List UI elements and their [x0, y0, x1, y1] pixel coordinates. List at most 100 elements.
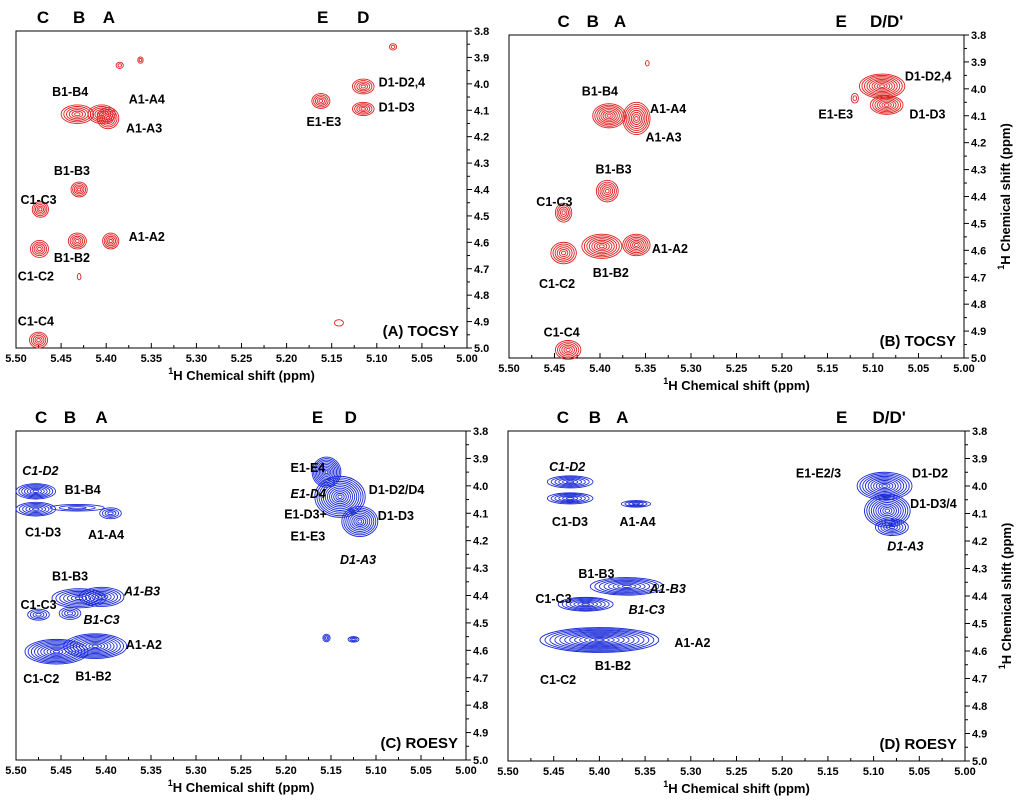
x-tick-label: 5.20: [771, 363, 792, 375]
contour-level: [88, 643, 102, 650]
peak-contour: [874, 518, 909, 536]
contour-level: [354, 80, 373, 93]
contour-level: [77, 187, 82, 192]
peak-label: B1-B2: [75, 669, 111, 683]
contour-level: [67, 506, 87, 510]
y-tick-label: 4.3: [972, 564, 987, 576]
contour-level: [579, 635, 620, 645]
y-tick-label: 4.8: [473, 700, 488, 712]
contour-level: [87, 104, 116, 124]
peak-label: A1-A4: [88, 528, 124, 542]
x-tick-label: 5.35: [140, 765, 161, 777]
y-tick-label: 4.4: [971, 192, 987, 204]
y-tick-label: 4.3: [474, 158, 489, 170]
y-tick-label: 4.4: [474, 185, 490, 197]
x-tick-label: 5.25: [726, 363, 747, 375]
peak-label: B1-B4: [65, 483, 101, 497]
contour-level: [318, 99, 324, 103]
contour-level: [622, 101, 651, 136]
contour-level: [347, 510, 373, 532]
x-tick-label: 5.50: [5, 353, 26, 365]
contour-level: [33, 202, 48, 217]
contour-level: [67, 232, 87, 250]
contour-level: [628, 238, 645, 252]
contour-level: [879, 100, 895, 110]
peak-label: B1-B3: [52, 569, 88, 583]
contour-level: [82, 640, 109, 652]
contour-level: [620, 500, 652, 508]
contour-level: [858, 73, 906, 99]
y-tick-label: 4.7: [971, 272, 986, 284]
contour-level: [883, 522, 901, 532]
peak-contour: [347, 636, 360, 643]
contour-level: [99, 507, 122, 520]
contour-level: [632, 241, 641, 249]
contour-level: [874, 97, 899, 113]
peak-label: C1-D3: [25, 525, 61, 539]
y-tick-label: 5.0: [473, 755, 488, 767]
contour-level: [632, 113, 641, 123]
x-tick-label: 5.05: [908, 363, 929, 375]
peak-contour: [539, 627, 660, 653]
peak-contour: [102, 232, 120, 250]
contour-level: [554, 477, 586, 487]
y-tick-label: 4.4: [972, 591, 988, 603]
contour-level: [349, 637, 358, 642]
peak-contour: [67, 232, 87, 250]
peak-label: D1-D3/4: [910, 497, 957, 511]
peak-contour: [311, 93, 331, 109]
y-tick-label: 3.9: [473, 453, 488, 465]
contour-level: [878, 482, 891, 490]
y-tick-label: 3.8: [971, 30, 986, 42]
peak-label: A1-A3: [646, 130, 682, 144]
y-tick-label: 4.7: [972, 674, 987, 686]
peak-contour: [70, 181, 88, 198]
x-tick-label: 5.35: [635, 363, 656, 375]
contour-level: [43, 646, 70, 658]
contour-level: [546, 492, 594, 505]
y-tick-label: 4.0: [972, 481, 987, 493]
contour-level: [343, 507, 377, 536]
contour-level: [18, 502, 53, 516]
contour-level: [311, 456, 342, 488]
x-tick-label: 5.05: [410, 765, 431, 777]
contour-level: [84, 589, 119, 605]
peak-label: E1-E4: [291, 461, 326, 475]
peak-label: A1-A4: [129, 93, 165, 107]
contour-level: [66, 593, 92, 603]
x-tick-label: 5.45: [544, 363, 565, 375]
peak-contour: [351, 101, 375, 116]
contour-level: [25, 505, 47, 514]
contour-level: [859, 473, 910, 499]
peak-contour: [29, 240, 49, 258]
residue-label: C: [557, 12, 569, 31]
panel-2: 5.50 5.45 5.40 5.35 5.30 5.25 5.20 5.15 5.10 5.05…: [498, 12, 1013, 393]
y-tick-label: 3.8: [972, 426, 987, 438]
x-tick-label: 5.20: [771, 766, 792, 778]
y-tick-label: 4.2: [474, 132, 489, 144]
peak-contour: [78, 586, 125, 607]
contour-level: [358, 83, 369, 90]
residue-label: D: [357, 8, 369, 27]
contour-level: [624, 500, 648, 507]
contour-level: [322, 482, 358, 511]
x-tick-label: 5.50: [498, 363, 519, 375]
peak-label: B1-B4: [52, 85, 88, 99]
contour-level: [594, 104, 624, 127]
contour-level: [52, 650, 61, 654]
contour-level: [885, 524, 898, 531]
contour-level: [333, 319, 344, 327]
contour-level: [565, 347, 571, 352]
peak-contour: [29, 331, 49, 349]
contour-level: [38, 207, 43, 212]
contour-level: [562, 479, 579, 485]
contour-level: [873, 480, 896, 492]
residue-label: E: [312, 408, 323, 427]
contour-level: [103, 114, 113, 123]
contour-level: [554, 202, 573, 223]
peak-contour: [622, 101, 651, 136]
y-tick-label: 4.2: [473, 536, 488, 548]
contour-level: [137, 56, 144, 64]
contour-level: [27, 640, 86, 664]
